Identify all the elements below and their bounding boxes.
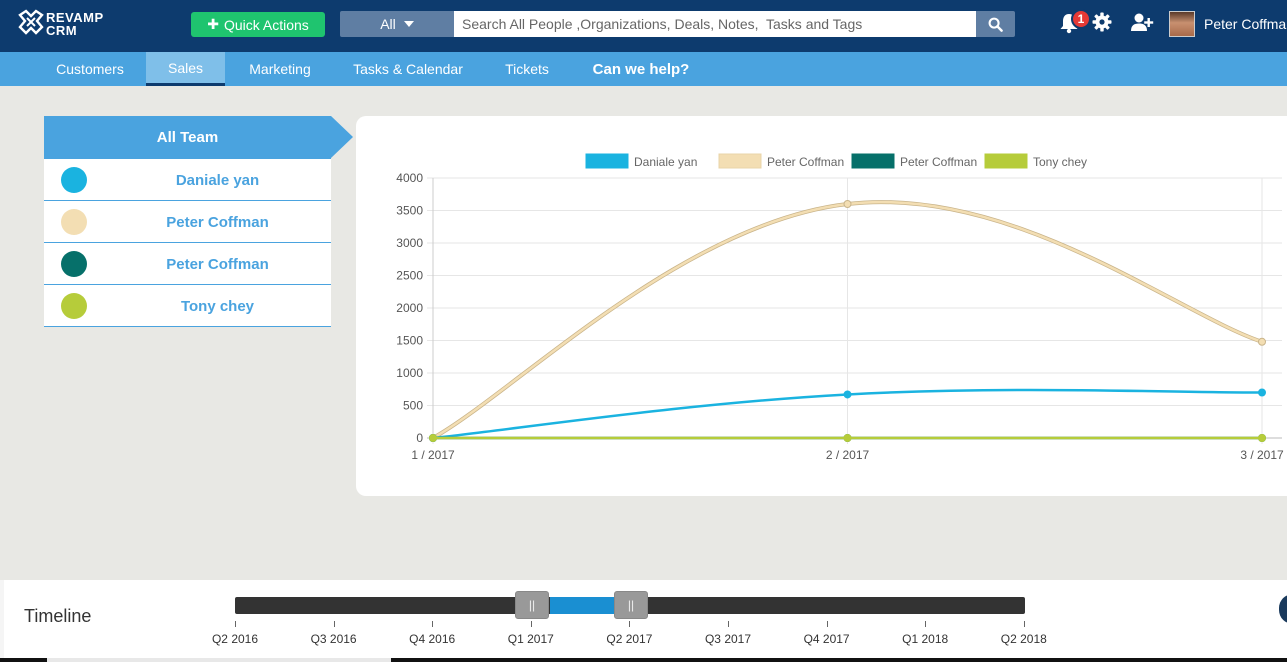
nav-tasks-calendar[interactable]: Tasks & Calendar [353,61,463,77]
search-scope-value: All [380,16,396,32]
timeline-start-handle[interactable]: || [515,591,549,619]
plus-icon: ✚ [207,16,219,32]
member-name: Daniale yan [175,171,260,189]
taskbar-strip [0,658,1287,662]
timeline-panel: Timeline || || Q2 2016 Q3 2016 Q4 2016 Q1 2… [4,580,1287,658]
legend-label: Daniale yan [634,155,697,169]
notification-badge: 1 [1071,9,1091,29]
data-point [1258,434,1266,442]
nav-customers[interactable]: Customers [56,61,124,77]
caret-down-icon [403,21,414,27]
y-tick-label: 2500 [396,269,423,283]
member-name: Tony chey [180,297,255,315]
sales-chart-card: 0 500 1000 1500 2000 2500 3000 3500 4000 1 / 2017… [356,116,1287,496]
data-point [1258,388,1266,397]
data-point [843,434,852,442]
team-member-list: Daniale yan Peter Coffman Peter Coffman … [44,159,331,327]
timeline-selected-range[interactable] [550,597,630,614]
search-input[interactable] [454,11,976,37]
timeline-tick-label: Q1 2018 [902,632,949,646]
member-name: Peter Coffman [166,213,269,231]
nav-help[interactable]: Can we help? [592,60,690,78]
sales-line-chart: 0 500 1000 1500 2000 2500 3000 3500 4000 1 / 2017… [396,153,1284,462]
data-point [843,200,852,208]
timeline-tick [1023,621,1025,627]
user-avatar[interactable] [1169,11,1195,37]
team-member-row[interactable]: Peter Coffman [44,243,331,285]
search-scope-select[interactable]: All [340,11,454,37]
timeline-tick [826,621,828,627]
logo-icon [18,9,44,35]
member-color-dot [61,251,87,277]
team-member-row[interactable]: Daniale yan [44,159,331,201]
timeline-tick-label: Q2 2016 [211,632,259,646]
member-color-dot [61,209,87,235]
timeline-tick-label: Q3 2016 [310,632,357,646]
data-point [1258,337,1266,346]
search-icon [988,17,1003,32]
y-tick-label: 1500 [396,334,423,348]
legend-swatch [851,153,895,169]
x-tick-label: 2 / 2017 [826,448,870,462]
timeline-end-handle[interactable]: || [614,591,648,619]
main-nav: Customers Sales Marketing Tasks & Calend… [0,52,1287,86]
nav-marketing[interactable]: Marketing [249,61,311,77]
nav-tickets[interactable]: Tickets [505,61,549,77]
quick-actions-label: Quick Actions [223,16,309,33]
timeline-tick-label: Q4 2016 [409,632,456,646]
legend-label: Peter Coffman [900,155,977,169]
legend-swatch [984,153,1028,169]
team-member-row[interactable]: Tony chey [44,285,331,327]
legend-swatch [585,153,629,169]
timeline-tick-label: Q3 2017 [704,632,752,646]
y-tick-label: 1000 [396,366,423,380]
timeline-label: Timeline [24,606,92,626]
y-tick-label: 0 [416,431,423,445]
search-button[interactable] [976,11,1015,37]
timeline-tick [235,621,236,627]
gear-icon[interactable] [1092,12,1112,32]
member-color-dot [61,293,87,319]
y-tick-label: 3500 [396,204,423,218]
timeline-tick-label: Q1 2017 [507,632,554,646]
legend-label: Tony chey [1033,155,1087,169]
timeline-tick-label: Q2 2017 [606,632,653,646]
top-header: REVAMP CRM ✚ Quick Actions All 1 [0,0,1287,52]
y-tick-label: 4000 [396,171,423,185]
logo-text-revamp: REVAMP [46,10,104,25]
x-tick-label: 3 / 2017 [1240,448,1284,462]
x-tick-label: 1 / 2017 [411,448,455,462]
member-name: Peter Coffman [166,255,269,273]
all-team-tab[interactable]: All Team [44,116,331,159]
app-logo[interactable]: REVAMP CRM [18,9,118,43]
timeline-tick [432,621,434,627]
legend-label: Peter Coffman [767,155,844,169]
timeline-scroll-edge[interactable] [1279,594,1287,624]
timeline-tick [925,621,927,627]
logo-text-crm: CRM [46,23,78,38]
team-header-arrow [331,116,353,158]
y-tick-label: 3000 [396,236,423,250]
quick-actions-button[interactable]: ✚ Quick Actions [191,12,325,37]
user-name[interactable]: Peter Coffman [1204,16,1287,32]
taskbar-segment [47,658,391,662]
data-point [843,390,852,399]
legend-swatch [718,153,762,169]
member-color-dot [61,167,87,193]
timeline-tick [629,621,631,627]
timeline-tick-label: Q4 2017 [803,632,850,646]
y-tick-label: 500 [403,399,423,413]
timeline-tick [333,621,335,627]
timeline-tick [728,621,729,627]
nav-sales[interactable]: Sales [146,52,225,86]
timeline-tick-label: Q2 2018 [1000,632,1047,646]
left-edge [0,580,4,658]
global-search: All [340,11,1015,37]
timeline-tick [530,621,532,627]
y-tick-label: 2000 [396,301,423,315]
add-user-icon[interactable] [1130,12,1154,32]
data-point [429,434,437,442]
team-member-row[interactable]: Peter Coffman [44,201,331,243]
